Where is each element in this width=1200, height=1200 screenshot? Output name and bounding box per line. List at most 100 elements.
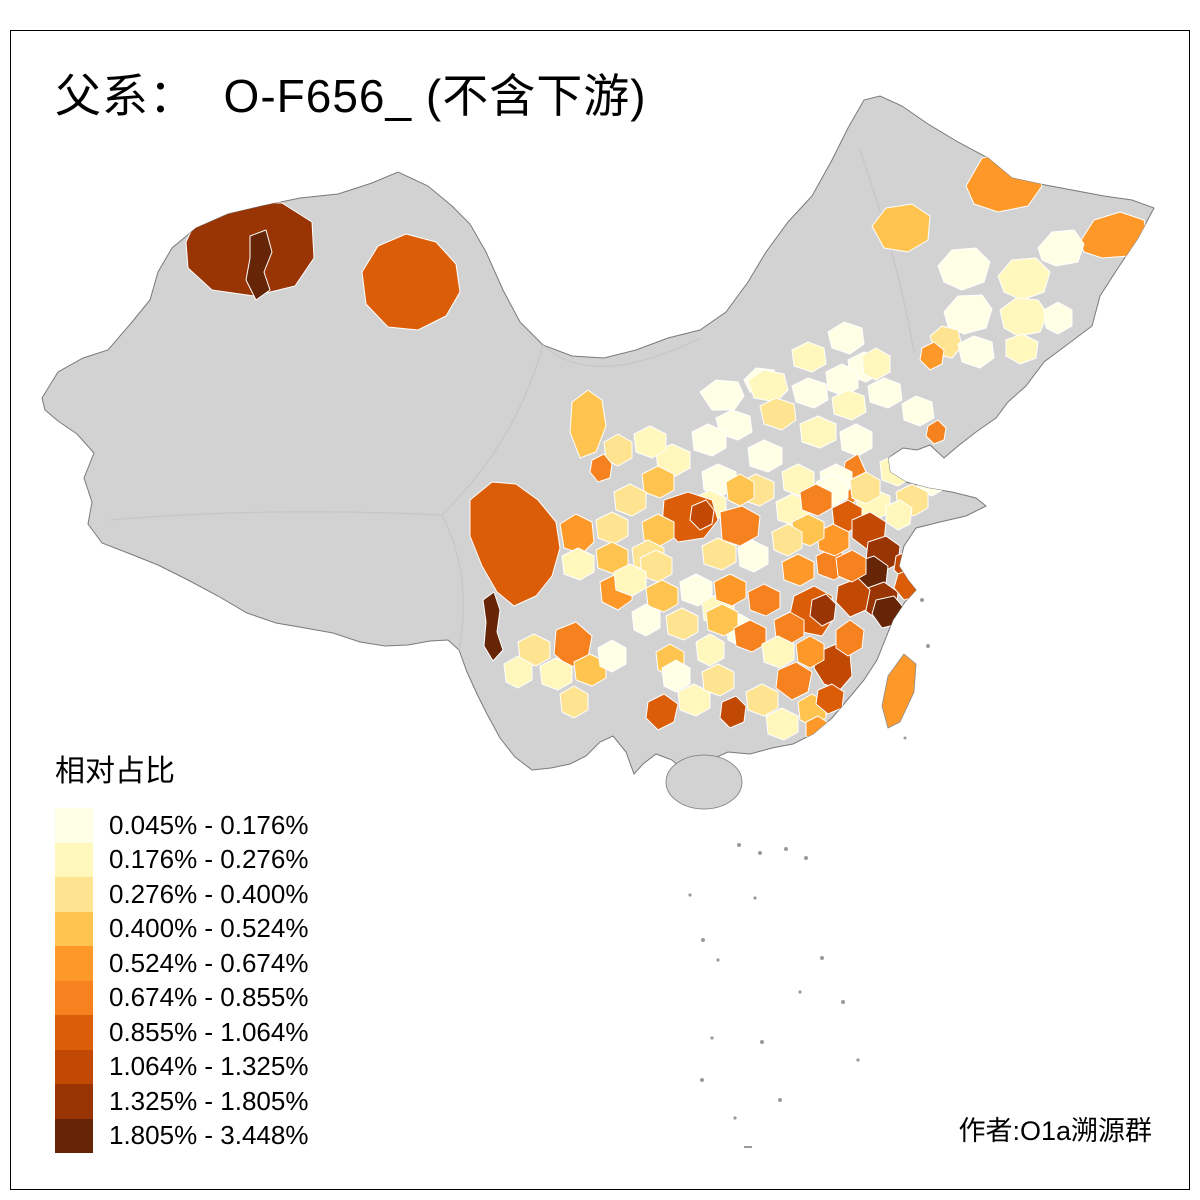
legend-label: 0.400% - 0.524% — [109, 913, 309, 944]
prefecture-region — [775, 661, 813, 701]
hainan-island — [665, 754, 743, 810]
prefecture-region — [781, 553, 815, 587]
prefecture-region — [747, 583, 781, 617]
prefecture-region — [573, 653, 607, 687]
legend-label: 1.064% - 1.325% — [109, 1051, 309, 1082]
prefecture-region — [761, 635, 795, 669]
prefecture-region — [839, 423, 873, 457]
legend-item: 0.524% - 0.674% — [55, 946, 308, 981]
prefecture-region — [595, 511, 629, 545]
prefecture-region — [245, 229, 273, 301]
prefecture-region — [469, 481, 561, 607]
legend-swatch — [55, 1049, 93, 1084]
prefecture-region — [361, 233, 461, 331]
prefecture-region — [835, 619, 865, 657]
prefecture-region — [943, 294, 993, 335]
prefecture-region — [747, 439, 783, 473]
prefecture-region — [835, 549, 867, 583]
prefecture-region — [799, 415, 837, 449]
page-title: 父系： O-F656_ (不含下游) — [55, 70, 647, 122]
prefecture-region — [719, 695, 747, 729]
prefecture-region — [997, 257, 1051, 301]
prefecture-region — [759, 397, 797, 431]
legend-label: 0.524% - 0.674% — [109, 947, 309, 978]
legend-label: 0.176% - 0.276% — [109, 844, 309, 875]
legend-title: 相对占比 — [55, 755, 175, 788]
prefecture-region — [791, 377, 829, 409]
prefecture-region — [1037, 229, 1085, 267]
prefecture-region — [699, 379, 745, 411]
prefecture-region — [957, 335, 995, 369]
legend-label: 0.855% - 1.064% — [109, 1016, 309, 1047]
legend-item: 0.176% - 0.276% — [55, 842, 309, 877]
prefecture-region — [645, 693, 679, 731]
legend-item: 0.855% - 1.064% — [55, 1015, 308, 1050]
province-border-lines — [109, 149, 915, 651]
prefecture-region — [999, 297, 1049, 337]
author-credit: 作者:O1a溯源群 — [958, 1116, 1152, 1146]
prefecture-region — [1043, 301, 1073, 335]
prefecture-region — [861, 347, 891, 381]
prefecture-region — [482, 591, 504, 662]
prefecture-region — [765, 707, 799, 741]
prefecture-region — [503, 655, 533, 689]
prefecture-region — [701, 663, 735, 697]
legend-item: 1.064% - 1.325% — [55, 1049, 309, 1084]
prefecture-region — [885, 499, 913, 531]
prefecture-region — [689, 499, 715, 531]
prefecture-region — [795, 635, 825, 669]
legend-item: 0.400% - 0.524% — [55, 911, 309, 946]
prefecture-region — [831, 389, 867, 421]
legend-swatch — [55, 1015, 93, 1050]
legend-swatch — [55, 980, 93, 1015]
prefecture-region — [737, 539, 769, 573]
legend-item: 0.674% - 0.855% — [55, 980, 309, 1015]
legend-swatch — [55, 946, 93, 981]
prefecture-region — [816, 523, 850, 557]
prefecture-region — [771, 523, 803, 557]
prefecture-region — [937, 247, 991, 291]
legend-swatch — [55, 808, 93, 843]
legend: 相对占比 0.045% - 0.176% 0.176% - 0.276% 0.2… — [55, 746, 308, 1153]
prefecture-region — [539, 657, 573, 691]
prefecture-region — [677, 683, 711, 717]
prefecture-region — [631, 603, 661, 637]
prefecture-region — [809, 593, 837, 627]
prefecture-region — [725, 473, 755, 507]
legend-item: 0.045% - 0.176% — [55, 808, 308, 843]
prefecture-region — [901, 395, 935, 427]
legend-item: 0.276% - 0.400% — [55, 877, 308, 912]
prefecture-region — [559, 685, 589, 719]
legend-swatch — [55, 911, 93, 946]
legend-swatch — [55, 842, 93, 877]
prefecture-region — [661, 659, 691, 693]
prefecture-region — [745, 683, 779, 717]
prefecture-region — [597, 639, 627, 673]
prefecture-region — [701, 537, 737, 571]
legend-label: 1.325% - 1.805% — [109, 1085, 309, 1116]
prefecture-region — [589, 453, 613, 483]
prefecture-region — [925, 419, 947, 445]
legend-item: 1.325% - 1.805% — [55, 1084, 308, 1119]
prefecture-region — [613, 483, 647, 517]
legend-label: 0.276% - 0.400% — [109, 878, 309, 909]
prefecture-region — [561, 547, 595, 581]
prefecture-region — [695, 633, 725, 667]
prefecture-region — [747, 369, 789, 403]
prefecture-region — [827, 321, 865, 355]
legend-item: 1.805% - 3.448% — [55, 1118, 308, 1153]
legend-swatch — [55, 1084, 93, 1119]
prefecture-region — [665, 607, 699, 641]
prefecture-region — [849, 471, 881, 505]
prefecture-region — [1005, 333, 1039, 365]
prefecture-region — [713, 573, 747, 607]
prefecture-region — [633, 425, 667, 459]
legend-label: 0.674% - 0.855% — [109, 982, 309, 1013]
legend-label: 0.045% - 0.176% — [109, 809, 309, 840]
prefecture-region — [867, 377, 903, 409]
legend-swatch — [55, 1118, 93, 1153]
taiwan-island — [881, 653, 917, 729]
prefecture-region — [919, 341, 945, 371]
